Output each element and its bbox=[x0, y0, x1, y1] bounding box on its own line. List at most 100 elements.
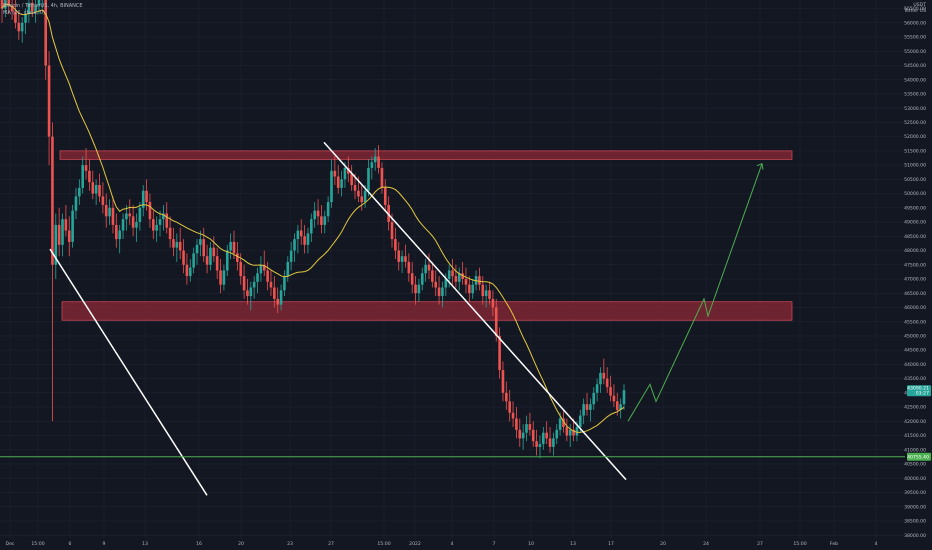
candle[interactable] bbox=[427, 253, 431, 279]
candle[interactable] bbox=[51, 122, 54, 422]
candle[interactable] bbox=[14, 0, 17, 29]
candle[interactable] bbox=[478, 267, 481, 291]
candle[interactable] bbox=[266, 261, 269, 291]
candle[interactable] bbox=[131, 204, 135, 237]
candle[interactable] bbox=[115, 213, 118, 248]
candle[interactable] bbox=[313, 202, 316, 228]
candle[interactable] bbox=[162, 204, 165, 231]
candle[interactable] bbox=[182, 239, 185, 274]
candle[interactable] bbox=[141, 185, 145, 217]
candle[interactable] bbox=[333, 153, 337, 186]
candle[interactable] bbox=[306, 227, 310, 254]
candle[interactable] bbox=[622, 384, 626, 410]
candle[interactable] bbox=[222, 264, 226, 291]
candle[interactable] bbox=[64, 204, 68, 237]
candle[interactable] bbox=[27, 0, 31, 23]
candle[interactable] bbox=[229, 233, 232, 260]
candle[interactable] bbox=[249, 281, 253, 311]
candle[interactable] bbox=[420, 267, 424, 291]
candle[interactable] bbox=[178, 227, 182, 260]
candle[interactable] bbox=[434, 270, 438, 297]
candle[interactable] bbox=[98, 173, 101, 203]
candle[interactable] bbox=[340, 170, 343, 197]
candle[interactable] bbox=[542, 426, 545, 450]
candle[interactable] bbox=[491, 290, 495, 316]
candle[interactable] bbox=[468, 276, 471, 302]
candle[interactable] bbox=[316, 199, 320, 225]
candle[interactable] bbox=[20, 17, 24, 43]
candle[interactable] bbox=[212, 236, 216, 262]
candle[interactable] bbox=[202, 227, 206, 262]
candle[interactable] bbox=[54, 213, 58, 279]
candle[interactable] bbox=[360, 185, 364, 211]
candle[interactable] bbox=[373, 148, 377, 171]
candle[interactable] bbox=[518, 418, 522, 447]
candle[interactable] bbox=[501, 361, 505, 402]
candle[interactable] bbox=[37, 0, 41, 15]
candle[interactable] bbox=[484, 284, 488, 308]
zone-resistance[interactable] bbox=[59, 150, 793, 160]
candle[interactable] bbox=[128, 199, 132, 225]
candle[interactable] bbox=[47, 51, 51, 166]
candle[interactable] bbox=[599, 367, 602, 393]
candle[interactable] bbox=[437, 276, 441, 305]
candle[interactable] bbox=[296, 224, 300, 254]
candle[interactable] bbox=[552, 432, 555, 456]
candle[interactable] bbox=[10, 0, 14, 20]
candle[interactable] bbox=[44, 0, 48, 80]
candle[interactable] bbox=[101, 182, 105, 214]
candle[interactable] bbox=[24, 8, 27, 35]
candle[interactable] bbox=[192, 247, 195, 274]
candle[interactable] bbox=[397, 241, 401, 271]
trendline-lower[interactable] bbox=[49, 248, 208, 496]
candle[interactable] bbox=[259, 256, 263, 282]
candle[interactable] bbox=[283, 270, 286, 297]
candle[interactable] bbox=[310, 213, 313, 242]
candle[interactable] bbox=[303, 224, 306, 254]
candle[interactable] bbox=[246, 278, 249, 305]
candle[interactable] bbox=[444, 273, 448, 297]
candle[interactable] bbox=[535, 429, 538, 456]
candle[interactable] bbox=[94, 179, 98, 205]
candle[interactable] bbox=[262, 250, 266, 277]
candle[interactable] bbox=[67, 216, 71, 257]
candle[interactable] bbox=[225, 244, 229, 277]
candle[interactable] bbox=[84, 148, 88, 180]
candle[interactable] bbox=[61, 213, 64, 257]
candle[interactable] bbox=[538, 435, 542, 459]
candle[interactable] bbox=[592, 387, 596, 410]
candle[interactable] bbox=[481, 276, 485, 305]
candle[interactable] bbox=[34, 0, 37, 23]
candle[interactable] bbox=[118, 224, 121, 254]
candle[interactable] bbox=[464, 267, 468, 294]
candle[interactable] bbox=[383, 179, 387, 211]
candle[interactable] bbox=[605, 367, 609, 393]
candle[interactable] bbox=[320, 204, 323, 234]
candle[interactable] bbox=[158, 210, 162, 237]
candle[interactable] bbox=[454, 264, 458, 288]
candle[interactable] bbox=[145, 179, 148, 211]
candle[interactable] bbox=[135, 213, 138, 242]
candle[interactable] bbox=[582, 398, 585, 425]
candle[interactable] bbox=[57, 207, 61, 257]
candle[interactable] bbox=[515, 407, 518, 439]
candle[interactable] bbox=[407, 253, 411, 282]
zone-support[interactable] bbox=[61, 301, 793, 321]
candle[interactable] bbox=[619, 398, 622, 419]
candle[interactable] bbox=[91, 170, 95, 200]
candle[interactable] bbox=[572, 418, 575, 442]
candle[interactable] bbox=[447, 264, 451, 288]
candle[interactable] bbox=[336, 165, 340, 194]
candle[interactable] bbox=[424, 259, 427, 282]
candle[interactable] bbox=[209, 241, 212, 271]
candle[interactable] bbox=[326, 196, 330, 223]
candle[interactable] bbox=[511, 401, 515, 427]
candle[interactable] bbox=[185, 253, 189, 285]
candle[interactable] bbox=[78, 179, 81, 205]
candle[interactable] bbox=[565, 418, 569, 442]
candle[interactable] bbox=[609, 375, 612, 402]
candle[interactable] bbox=[505, 381, 508, 410]
candle[interactable] bbox=[330, 159, 333, 208]
